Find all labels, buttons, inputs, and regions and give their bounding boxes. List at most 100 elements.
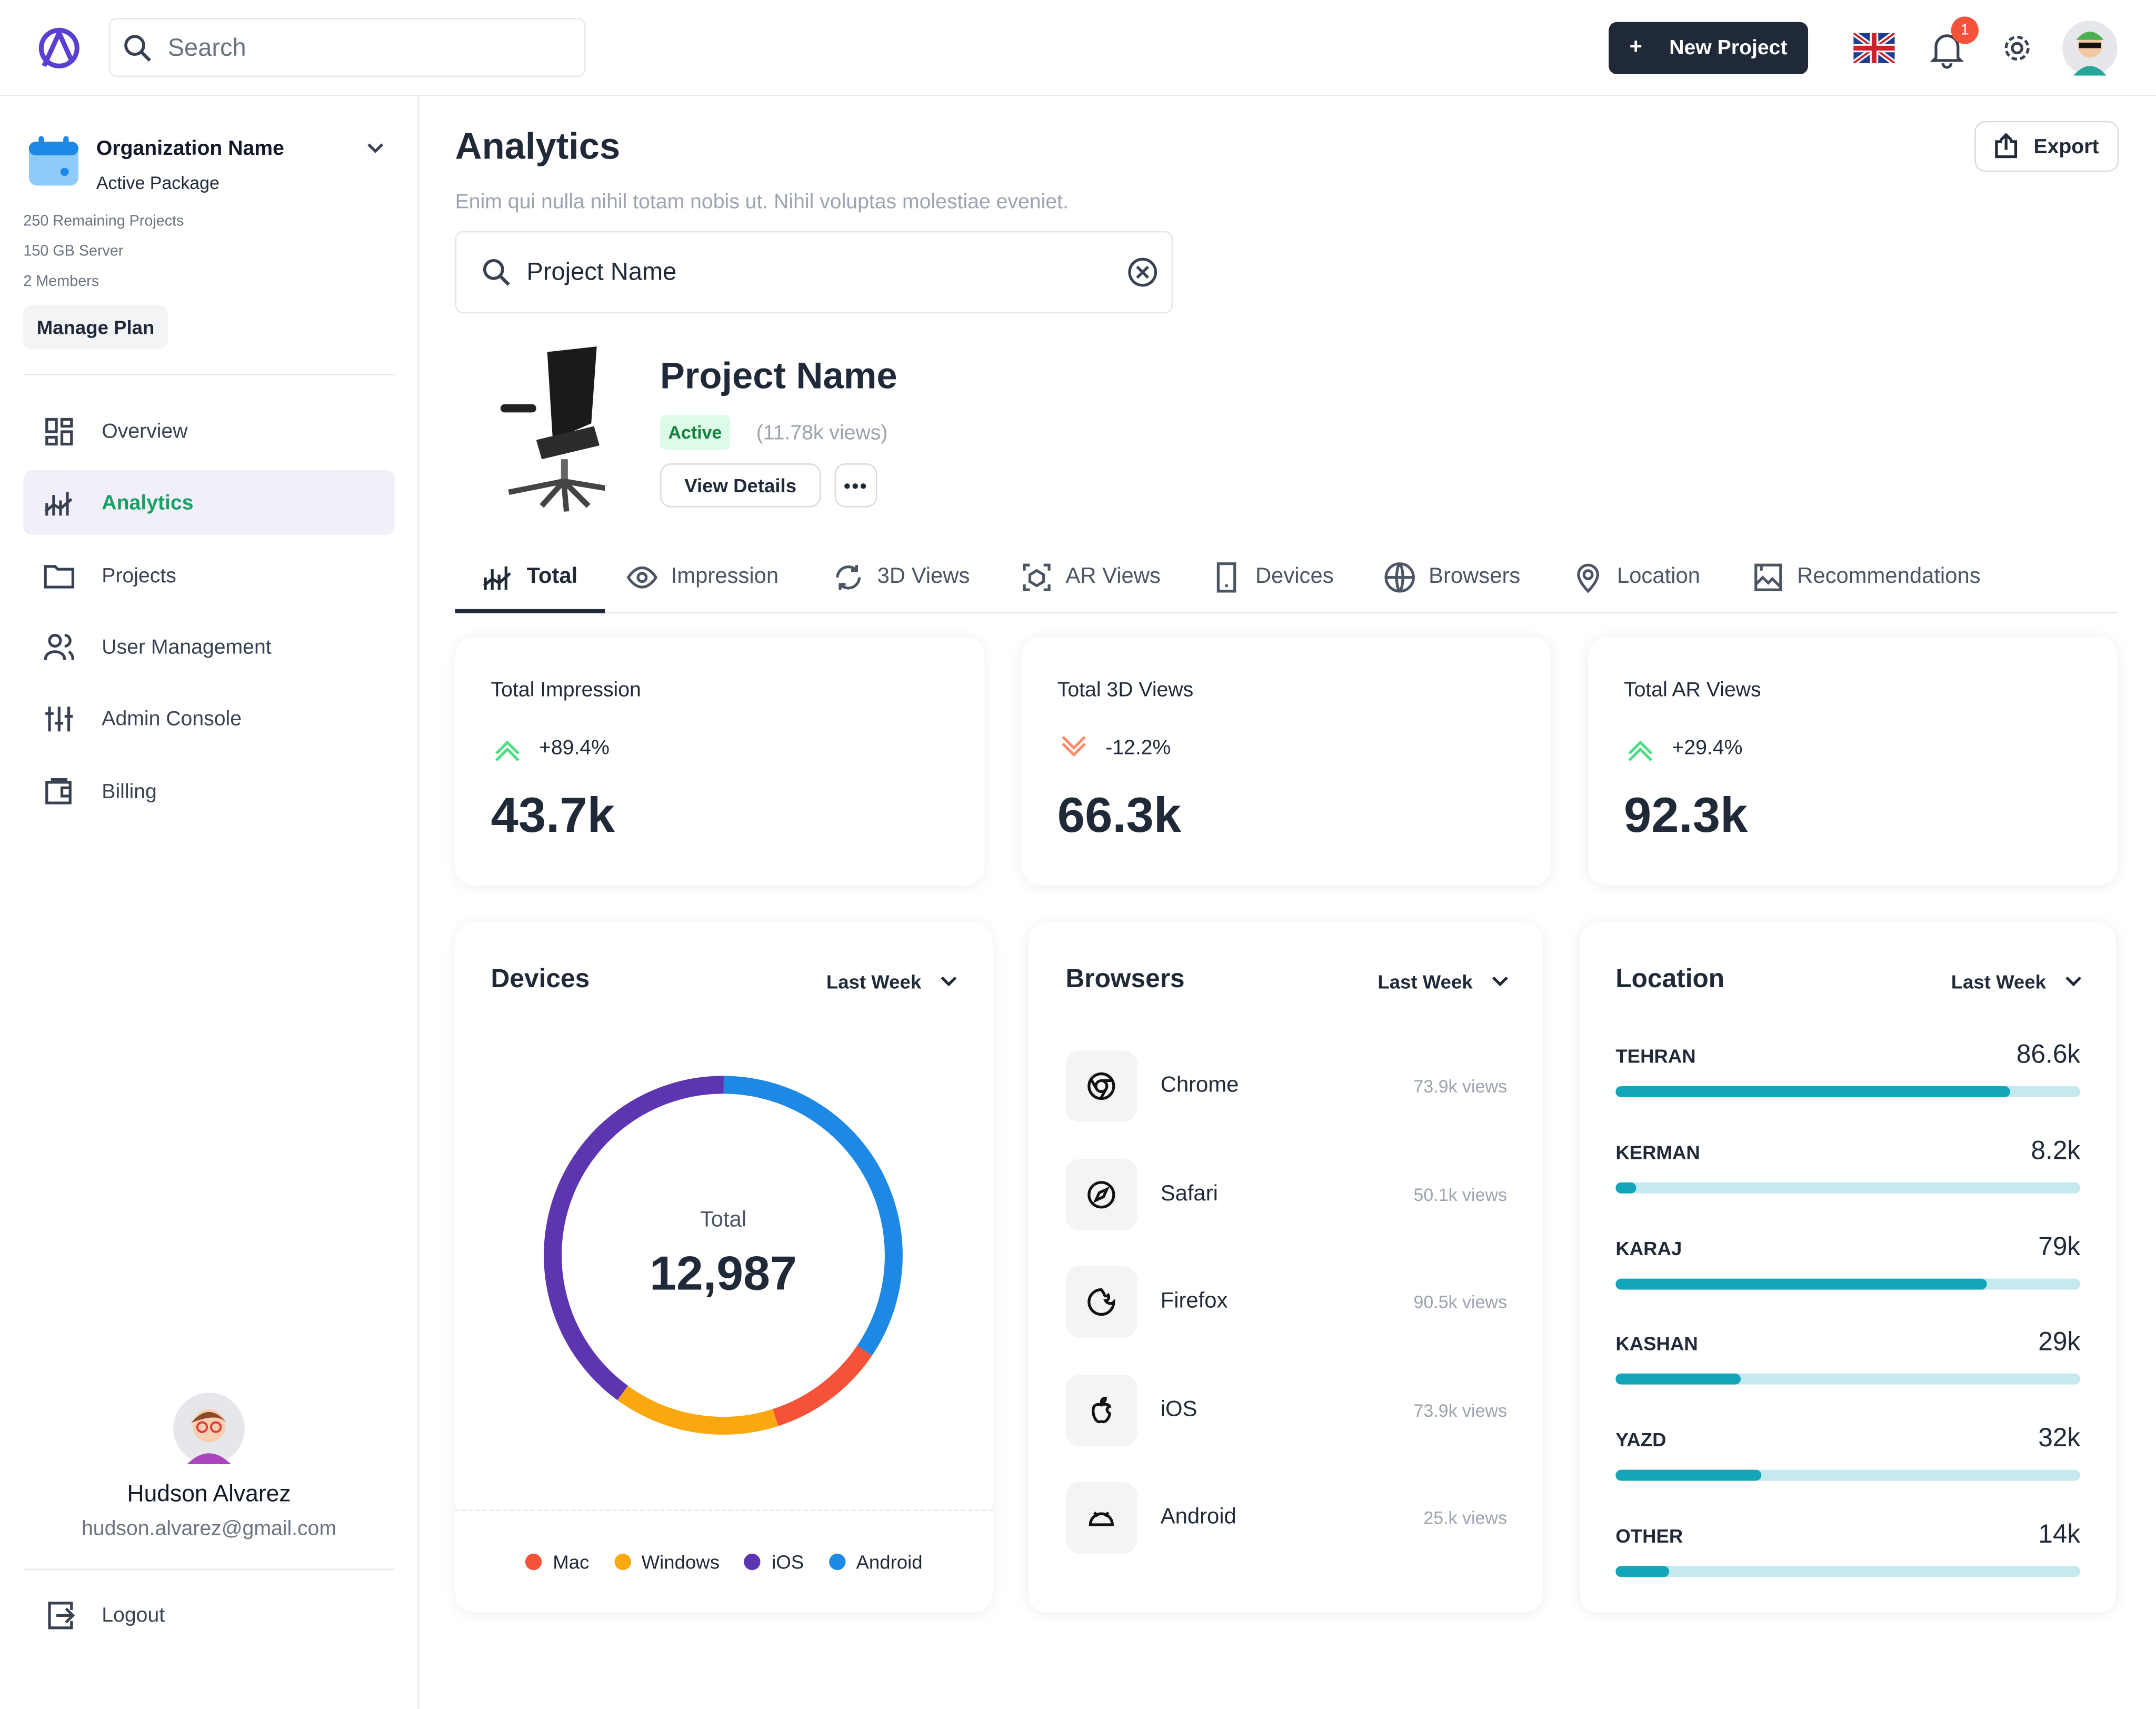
nav-icon — [44, 633, 75, 660]
logout-icon — [48, 1602, 75, 1629]
browser-views: 25.k views — [1423, 1507, 1507, 1528]
nav-item[interactable]: Projects — [102, 563, 176, 588]
chevron — [1492, 976, 1508, 987]
search-icon — [124, 35, 151, 62]
project-views: (11.78k views) — [756, 421, 888, 445]
stat-label: Total Impression — [491, 678, 641, 702]
tab[interactable]: Impression — [671, 565, 779, 589]
logout[interactable]: Logout — [102, 1604, 165, 1627]
progress-bar — [1615, 1374, 1741, 1385]
nav-icon — [45, 418, 73, 446]
nav-item[interactable]: User Management — [102, 635, 272, 659]
browser-name: Android — [1160, 1505, 1236, 1529]
tab[interactable]: Browsers — [1429, 565, 1521, 589]
project-search[interactable] — [455, 231, 1173, 314]
view-details-button[interactable]: View Details — [660, 463, 821, 508]
tab-icon — [836, 565, 861, 590]
browser-icon-box — [1065, 1266, 1137, 1338]
trend-icon — [1628, 740, 1653, 761]
nav-icon — [45, 777, 72, 804]
tab-icon — [1577, 563, 1599, 593]
export-button[interactable] — [1974, 121, 2119, 172]
stat-value: 43.7k — [491, 786, 615, 843]
tab-icon — [1754, 563, 1782, 591]
location-value: 86.6k — [2016, 1040, 2081, 1070]
legend-label: iOS — [772, 1551, 804, 1573]
chevron — [2065, 976, 2082, 987]
icon-path — [44, 492, 73, 516]
icon-path — [1577, 563, 1599, 593]
tab[interactable]: Location — [1616, 565, 1700, 589]
tab[interactable]: Recommendations — [1797, 565, 1981, 589]
legend-label: Mac — [553, 1551, 590, 1573]
logo[interactable] — [36, 25, 83, 72]
nav-item[interactable]: Billing — [102, 779, 157, 803]
legend-item: Mac — [525, 1545, 589, 1578]
flag[interactable] — [1853, 33, 1895, 64]
location-value: 79k — [2038, 1233, 2081, 1262]
location-name: TEHRAN — [1615, 1045, 1696, 1067]
notification-badge: 1 — [1951, 16, 1979, 44]
search-icon — [483, 259, 510, 286]
icon-path — [626, 566, 658, 589]
more-button[interactable]: ••• — [834, 463, 877, 508]
manage-plan-button[interactable]: Manage Plan — [23, 305, 168, 350]
chevron — [941, 976, 957, 987]
tab-icon — [626, 566, 658, 589]
new-project-button[interactable] — [1609, 22, 1809, 75]
tab[interactable]: Devices — [1255, 565, 1334, 589]
icon-path — [44, 633, 75, 660]
icon-path — [1754, 563, 1782, 591]
nav-item[interactable]: Overview — [102, 420, 188, 444]
browser-icon — [1087, 1180, 1115, 1208]
new-project-label: New Project — [1669, 36, 1788, 60]
tab[interactable]: AR Views — [1065, 565, 1161, 589]
browser-icon — [1089, 1512, 1114, 1526]
stat-change: -12.2% — [1105, 736, 1171, 760]
progress-track — [1615, 1566, 2081, 1577]
search-box[interactable] — [108, 17, 586, 77]
icon-path — [1384, 562, 1415, 593]
org-icon — [28, 136, 78, 186]
location-value: 32k — [2038, 1424, 2081, 1454]
org-dropdown[interactable] — [366, 142, 385, 155]
location-name: KASHAN — [1615, 1333, 1698, 1355]
tab-icon — [483, 566, 511, 590]
legend-dot — [525, 1553, 542, 1571]
tab[interactable]: 3D Views — [877, 565, 970, 589]
browser-icon — [1087, 1288, 1115, 1316]
project-image — [500, 346, 605, 512]
trend-icon — [495, 740, 520, 761]
donut-segment — [617, 1385, 778, 1435]
browser-icon-box — [1065, 1482, 1137, 1554]
progress-bar — [1615, 1182, 1637, 1194]
browser-views: 73.9k views — [1413, 1076, 1507, 1097]
settings-icon[interactable] — [2001, 32, 2034, 65]
browser-icon-box — [1065, 1158, 1137, 1230]
period-dropdown[interactable]: Last Week — [826, 970, 922, 993]
stat-value: 92.3k — [1624, 786, 1748, 843]
total-value: 12,987 — [650, 1247, 797, 1301]
tab-icon — [1216, 562, 1236, 593]
stat-label: Total 3D Views — [1057, 678, 1194, 702]
nav-item[interactable]: Analytics — [102, 492, 194, 515]
user-avatar[interactable] — [2062, 21, 2118, 76]
header — [0, 0, 2156, 96]
period-dropdown[interactable]: Last Week — [1951, 970, 2046, 993]
tab[interactable]: Total — [526, 565, 578, 589]
legend-item: Android — [829, 1545, 923, 1578]
nav-active-bg — [23, 470, 395, 535]
stat-change: +29.4% — [1672, 736, 1743, 760]
clear-icon[interactable] — [1127, 257, 1157, 287]
nav-item[interactable]: Admin Console — [102, 708, 242, 731]
bell-icon[interactable] — [1929, 30, 1965, 69]
icon-path — [1216, 562, 1236, 593]
nav-icon — [44, 564, 75, 588]
export-label: Export — [2033, 135, 2099, 159]
legend-dot — [744, 1553, 761, 1571]
donut-chart — [544, 1076, 903, 1435]
stat-label: Total AR Views — [1624, 678, 1761, 702]
period-dropdown[interactable]: Last Week — [1378, 970, 1473, 993]
project-name: Project Name — [660, 355, 897, 397]
icon-path — [45, 418, 73, 446]
